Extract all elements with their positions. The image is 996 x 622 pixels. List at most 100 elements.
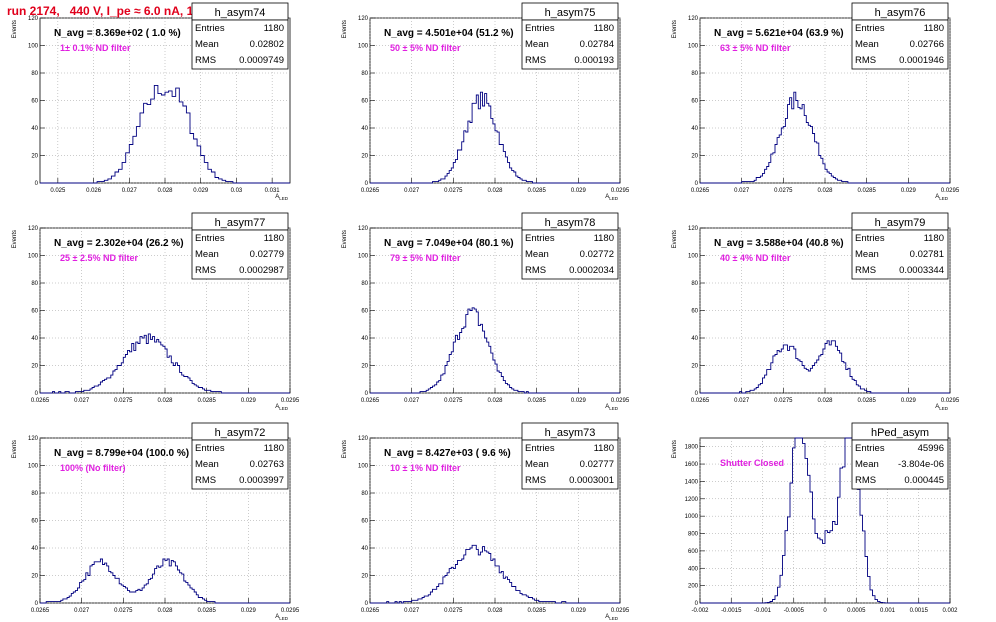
h_asym74-ytick-label: 40	[31, 126, 38, 132]
h_asym79-navg-label: N_avg = 3.588e+04 (40.8 %)	[714, 238, 844, 249]
h_asym75-navg-label: N_avg = 4.501e+04 (51.2 %)	[384, 28, 514, 39]
h_asym76-stats-key: Entries	[855, 23, 885, 34]
h_asym72-ytick-label: 100	[28, 464, 39, 470]
h_asym72-ytick-label: 120	[28, 436, 39, 442]
h_asym73-xtick-label: 0.0275	[444, 608, 463, 614]
h_asym78-stats-key: RMS	[525, 265, 546, 276]
h_asym75-filter-label: 50 ± 5% ND filter	[390, 43, 461, 53]
h_asym76-ylabel: Events	[672, 20, 678, 38]
h_asym79-stats-key: RMS	[855, 265, 876, 276]
h_asym79-xtick-label: 0.028	[817, 398, 833, 404]
hPed_asym-xtick-label: 0	[823, 608, 827, 614]
h_asym76-xtick-label: 0.029	[901, 188, 917, 194]
h_asym73-stats-title: h_asym73	[545, 427, 596, 439]
h_asym74-ylabel: Events	[12, 20, 18, 38]
h_asym74-ytick-label: 100	[28, 44, 39, 50]
hPed_asym-ytick-label: 1800	[685, 445, 699, 451]
h_asym74-filter-label: 1± 0.1% ND filter	[60, 43, 131, 53]
h_asym76-ytick-label: 20	[691, 154, 698, 160]
hPed_asym-xtick-label: 0.002	[942, 608, 958, 614]
h_asym73-xtick-label: 0.0265	[361, 608, 380, 614]
h_asym72-xtick-label: 0.0265	[31, 608, 50, 614]
h_asym76-xtick-label: 0.0275	[774, 188, 793, 194]
h_asym73-stats-value: 1180	[594, 443, 614, 454]
h_asym73-stats-box	[521, 439, 619, 490]
h_asym79-ytick-label: 120	[688, 226, 699, 232]
h_asym75-histogram-line	[370, 91, 620, 184]
h_asym77-xlabel: ALED	[275, 404, 289, 411]
h_asym77-stats-value: 0.0002987	[239, 265, 284, 276]
h_asym74-stats-value: 1180	[264, 23, 284, 34]
h_asym73-ytick-label: 20	[361, 574, 368, 580]
h_asym77-stats-title: h_asym77	[215, 217, 266, 229]
h_asym74-xtick-label: 0.029	[193, 188, 209, 194]
hPed_asym-stats-key: Mean	[855, 459, 879, 470]
h_asym75-xtick-label: 0.029	[571, 188, 587, 194]
hPed_asym-ytick-label: 400	[688, 566, 699, 572]
hPed_asym-stats-value: 0.000445	[904, 475, 944, 486]
h_asym75-stats-key: RMS	[525, 55, 546, 66]
h_asym79-stats-box	[851, 229, 949, 280]
h_asym79-stats-value: 0.02781	[910, 249, 944, 260]
h_asym75-stats-key: Mean	[525, 39, 549, 50]
h_asym72-xlabel: ALED	[275, 614, 289, 621]
hPed_asym-xtick-label: 0.0015	[910, 608, 929, 614]
h_asym73-xtick-label: 0.028	[487, 608, 503, 614]
h_asym78-ytick-label: 60	[361, 309, 368, 315]
h_asym79-ytick-label: 60	[691, 309, 698, 315]
h_asym76-ytick-label: 0	[695, 181, 699, 187]
h_asym74-stats-key: RMS	[195, 55, 216, 66]
h_asym78-xtick-label: 0.0275	[444, 398, 463, 404]
h_asym77-stats-key: Entries	[195, 233, 225, 244]
h_asym78-xlabel: ALED	[605, 404, 619, 411]
hPed_asym-xtick-label: 0.001	[880, 608, 896, 614]
h_asym77-xtick-label: 0.027	[74, 398, 90, 404]
hPed_asym-ytick-label: 1600	[685, 462, 699, 468]
h_asym77-xtick-label: 0.0285	[197, 398, 216, 404]
h_asym75-stats-value: 0.000193	[574, 55, 614, 66]
h_asym72-xtick-label: 0.0275	[114, 608, 133, 614]
h_asym78-ytick-label: 20	[361, 364, 368, 370]
h_asym78-stats-box	[521, 229, 619, 280]
h_asym73-stats-key: Mean	[525, 459, 549, 470]
h_asym78-xtick-label: 0.0265	[361, 398, 380, 404]
h_asym72-ylabel: Events	[12, 440, 18, 458]
h_asym74-xtick-label: 0.025	[50, 188, 66, 194]
h_asym74-histogram-line	[40, 84, 290, 184]
h_asym78-navg-label: N_avg = 7.049e+04 (80.1 %)	[384, 238, 514, 249]
h_asym72-stats-title: h_asym72	[215, 427, 266, 439]
hPed_asym-ytick-label: 800	[688, 532, 699, 538]
h_asym79-xlabel: ALED	[935, 404, 949, 411]
h_asym79-xtick-label: 0.029	[901, 398, 917, 404]
h_asym75-xtick-label: 0.0295	[611, 188, 630, 194]
h_asym76-xtick-label: 0.0265	[691, 188, 710, 194]
h_asym76-stats-value: 0.0001946	[899, 55, 944, 66]
hPed_asym-ytick-label: 1200	[685, 497, 699, 503]
h_asym72-navg-label: N_avg = 8.799e+04 (100.0 %)	[54, 448, 189, 459]
h_asym76-stats-value: 0.02766	[910, 39, 944, 50]
h_asym76-navg-label: N_avg = 5.621e+04 (63.9 %)	[714, 28, 844, 39]
h_asym75-stats-value: 1180	[594, 23, 614, 34]
h_asym76-stats-box	[851, 19, 949, 70]
h_asym78-xtick-label: 0.0285	[527, 398, 546, 404]
h_asym78-ytick-label: 40	[361, 336, 368, 342]
h_asym77-stats-key: RMS	[195, 265, 216, 276]
h_asym79-xtick-label: 0.0285	[857, 398, 876, 404]
h_asym79-stats-key: Mean	[855, 249, 879, 260]
h_asym76-filter-label: 63 ± 5% ND filter	[720, 43, 791, 53]
h_asym75-ylabel: Events	[342, 20, 348, 38]
h_asym75-xtick-label: 0.027	[404, 188, 420, 194]
h_asym78-filter-label: 79 ± 5% ND filter	[390, 253, 461, 263]
h_asym77-stats-value: 1180	[264, 233, 284, 244]
h_asym78-ytick-label: 0	[365, 391, 369, 397]
h_asym74-xtick-label: 0.026	[86, 188, 102, 194]
h_asym73-ytick-label: 0	[365, 601, 369, 607]
h_asym78-ytick-label: 100	[358, 254, 369, 260]
hPed_asym-filter-label: Shutter Closed	[720, 458, 784, 468]
h_asym74-ytick-label: 80	[31, 71, 38, 77]
h_asym78-xtick-label: 0.0295	[611, 398, 630, 404]
h_asym74-ytick-label: 20	[31, 154, 38, 160]
h_asym73-ytick-label: 80	[361, 491, 368, 497]
h_asym78-stats-value: 0.02772	[580, 249, 614, 260]
